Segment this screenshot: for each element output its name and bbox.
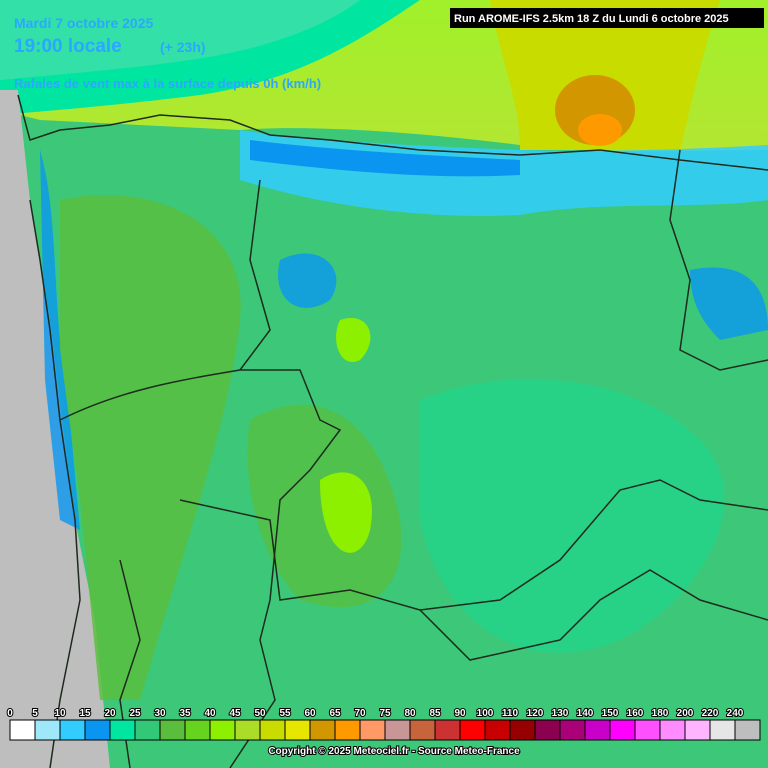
legend-label: 200 bbox=[677, 708, 694, 719]
legend-label: 130 bbox=[552, 708, 569, 719]
gust-yellow bbox=[490, 0, 720, 150]
legend-swatch bbox=[609, 719, 636, 741]
legend-swatch bbox=[159, 719, 186, 741]
legend-label: 180 bbox=[652, 708, 669, 719]
legend-swatch bbox=[259, 719, 286, 741]
legend-label: 25 bbox=[129, 708, 141, 719]
legend-label: 55 bbox=[279, 708, 291, 719]
legend-swatch bbox=[734, 719, 761, 741]
legend-swatch bbox=[84, 719, 111, 741]
lime-patch bbox=[320, 472, 372, 553]
coast-band-strong bbox=[250, 140, 520, 177]
legend-swatch bbox=[559, 719, 586, 741]
legend-swatch bbox=[134, 719, 161, 741]
date: Mardi 7 octobre 2025 bbox=[14, 15, 153, 31]
legend-swatch bbox=[434, 719, 461, 741]
time: 19:00 locale bbox=[14, 36, 122, 57]
legend-label: 110 bbox=[502, 708, 519, 719]
footer: Copyright © 2025 Meteociel.fr - Source M… bbox=[268, 746, 520, 757]
cyan-region bbox=[420, 379, 725, 653]
sea-cyan-2 bbox=[0, 0, 360, 80]
legend-swatch bbox=[659, 719, 686, 741]
green-region bbox=[60, 195, 241, 700]
legend-swatch bbox=[484, 719, 511, 741]
legend-label: 35 bbox=[179, 708, 191, 719]
legend-swatch bbox=[534, 719, 561, 741]
legend-swatch bbox=[209, 719, 236, 741]
legend-label: 85 bbox=[429, 708, 441, 719]
legend-label: 70 bbox=[354, 708, 366, 719]
legend-swatch bbox=[234, 719, 261, 741]
west-coast-band bbox=[40, 150, 80, 530]
run-box bbox=[450, 8, 764, 28]
legend-swatch bbox=[109, 719, 136, 741]
legend-swatch bbox=[584, 719, 611, 741]
legend-label: 0 bbox=[7, 708, 13, 719]
legend-label: 240 bbox=[727, 708, 744, 719]
legend-label: 45 bbox=[229, 708, 241, 719]
legend-label: 150 bbox=[602, 708, 619, 719]
legend-label: 15 bbox=[79, 708, 91, 719]
legend-label: 40 bbox=[204, 708, 216, 719]
legend-label: 5 bbox=[32, 708, 38, 719]
legend-swatch bbox=[409, 719, 436, 741]
legend-swatch bbox=[334, 719, 361, 741]
legend: 0 5 10 15 20 25 30 35 40 45 50 55 60 65 70 75 80 85 90 100 1… bbox=[6, 707, 761, 741]
run-label: Run AROME-IFS 2.5km 18 Z du Lundi 6 octo… bbox=[454, 13, 729, 25]
legend-swatch bbox=[34, 719, 61, 741]
legend-label: 100 bbox=[477, 708, 494, 719]
legend-swatch bbox=[634, 719, 661, 741]
legend-swatch bbox=[684, 719, 711, 741]
legend-label: 90 bbox=[454, 708, 466, 719]
legend-swatch bbox=[284, 719, 311, 741]
borders bbox=[17, 94, 768, 768]
blue-patch bbox=[278, 253, 337, 308]
legend-label: 80 bbox=[404, 708, 416, 719]
legend-swatch bbox=[509, 719, 536, 741]
parameter: Rafales de vent max à la surface depuis … bbox=[14, 76, 321, 91]
blue-patch bbox=[690, 267, 768, 340]
legend-label: 140 bbox=[577, 708, 594, 719]
legend-swatch bbox=[709, 719, 736, 741]
legend-label: 120 bbox=[527, 708, 544, 719]
legend-label: 30 bbox=[154, 708, 166, 719]
legend-label: 10 bbox=[54, 708, 66, 719]
legend-label: 50 bbox=[254, 708, 266, 719]
legend-swatch bbox=[359, 719, 386, 741]
legend-label: 65 bbox=[329, 708, 341, 719]
lead: (+ 23h) bbox=[160, 39, 206, 55]
gust-orange bbox=[578, 114, 622, 146]
legend-label: 60 bbox=[304, 708, 316, 719]
lime-patch bbox=[336, 318, 371, 362]
legend-swatch bbox=[59, 719, 86, 741]
legend-label: 20 bbox=[104, 708, 116, 719]
legend-label: 220 bbox=[702, 708, 719, 719]
legend-swatch bbox=[9, 719, 36, 741]
legend-swatch bbox=[384, 719, 411, 741]
legend-swatch bbox=[309, 719, 336, 741]
legend-label: 75 bbox=[379, 708, 391, 719]
legend-label: 160 bbox=[627, 708, 644, 719]
legend-swatch bbox=[184, 719, 211, 741]
legend-swatch bbox=[459, 719, 486, 741]
